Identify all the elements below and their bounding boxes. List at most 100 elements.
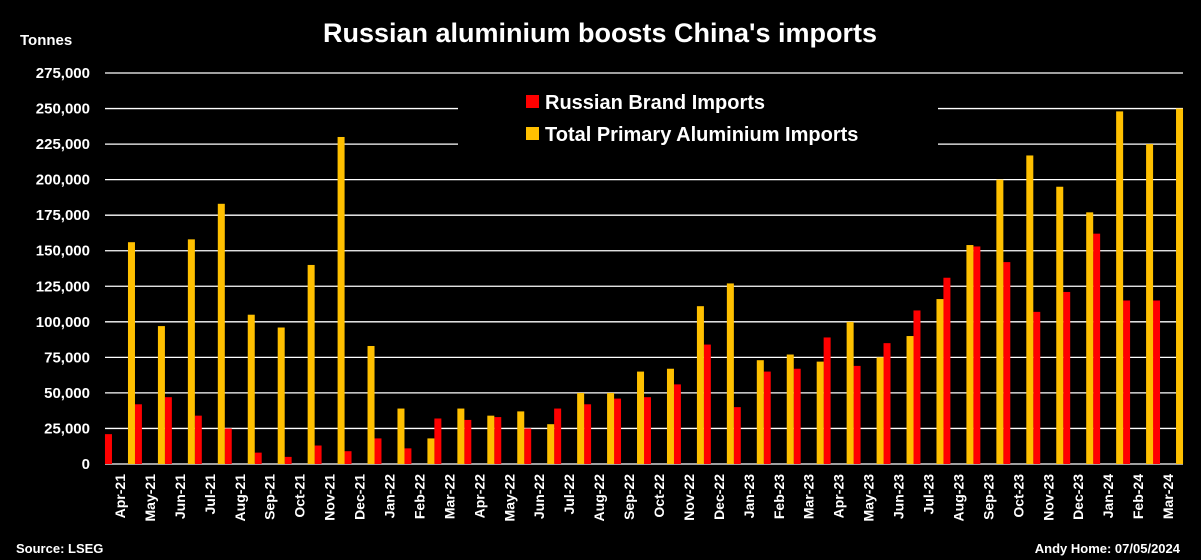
legend-label-total: Total Primary Aluminium Imports (545, 124, 858, 146)
x-tick-label: Aug-21 (232, 474, 248, 522)
x-tick-label: Sep-21 (262, 474, 278, 520)
x-tick-label: Dec-22 (711, 474, 727, 520)
bar-russian-brand (524, 428, 532, 464)
x-tick-label: Mar-22 (441, 474, 457, 519)
x-tick-label: Mar-23 (801, 474, 817, 519)
bar-russian-brand (973, 246, 981, 464)
bar-russian-brand (374, 438, 382, 464)
bar-russian-brand (913, 310, 921, 464)
bar-total-primary (127, 242, 135, 464)
x-tick-label: Sep-22 (621, 474, 637, 520)
bar-russian-brand (733, 407, 741, 464)
bar-total-primary (846, 321, 854, 464)
bar-russian-brand (494, 417, 502, 464)
x-tick-label: Jun-21 (172, 474, 188, 519)
y-tick-label: 200,000 (36, 172, 90, 189)
bar-russian-brand (164, 397, 172, 464)
x-tick-label: Dec-23 (1070, 474, 1086, 520)
bar-russian-brand (614, 398, 622, 464)
bar-total-primary (577, 392, 585, 464)
bar-russian-brand (434, 418, 442, 464)
bar-total-primary (187, 239, 195, 464)
bar-total-primary (427, 438, 435, 464)
legend-label-russian: Russian Brand Imports (545, 92, 765, 114)
bar-russian-brand (314, 445, 322, 464)
x-tick-label: Apr-23 (831, 474, 847, 519)
x-tick-label: Jan-24 (1100, 474, 1116, 519)
x-tick-label: Feb-22 (411, 474, 427, 519)
bar-total-primary (397, 408, 405, 464)
bar-total-primary (1116, 111, 1124, 464)
bar-russian-brand (284, 456, 292, 464)
bar-russian-brand (224, 428, 232, 464)
bar-total-primary (996, 179, 1004, 465)
x-tick-label: Jul-21 (202, 474, 218, 515)
x-tick-label: May-22 (501, 474, 517, 522)
bar-total-primary (337, 136, 345, 464)
bar-total-primary (1086, 212, 1094, 464)
x-tick-label: May-23 (861, 474, 877, 522)
x-tick-label: Nov-21 (322, 474, 338, 521)
bar-total-primary (696, 306, 704, 464)
bar-russian-brand (1063, 291, 1071, 464)
bar-russian-brand (344, 451, 352, 464)
x-tick-label: Sep-23 (980, 474, 996, 520)
bar-russian-brand (404, 448, 412, 464)
source-note: Source: LSEG (16, 541, 103, 556)
x-tick-label: Dec-21 (352, 474, 368, 520)
bar-total-primary (247, 314, 255, 464)
x-tick-label: Feb-23 (771, 474, 787, 519)
x-tick-label: Jan-22 (381, 474, 397, 519)
bar-total-primary (487, 415, 495, 464)
bar-russian-brand (134, 404, 142, 464)
bar-russian-brand (1003, 262, 1011, 464)
bar-total-primary (966, 245, 974, 464)
legend-swatch-total (526, 127, 539, 140)
bar-russian-brand (823, 337, 831, 464)
x-tick-label: Apr-21 (112, 474, 128, 519)
x-tick-label: Jul-23 (920, 474, 936, 515)
bar-russian-brand (464, 419, 472, 464)
bar-total-primary (876, 357, 884, 464)
bar-russian-brand (703, 344, 711, 464)
x-tick-label: Apr-22 (471, 474, 487, 519)
x-tick-label: Nov-23 (1040, 474, 1056, 521)
bar-total-primary (277, 327, 285, 464)
bar-total-primary (457, 408, 465, 464)
bar-total-primary (157, 326, 165, 464)
legend: Russian Brand Imports Total Primary Alum… (526, 92, 858, 146)
bar-russian-brand (943, 277, 951, 464)
bar-total-primary (726, 283, 734, 464)
bar-total-primary (547, 424, 555, 464)
x-axis-ticks: Apr-21 May-21 Jun-21 Jul-21 Aug-21 Sep-21 Oct-… (112, 474, 1176, 522)
y-tick-label: 75,000 (44, 349, 90, 366)
x-tick-label: Jun-22 (531, 474, 547, 519)
y-tick-label: 125,000 (36, 278, 90, 295)
bar-russian-brand (673, 384, 681, 464)
bar-russian-brand (554, 408, 562, 464)
bar-russian-brand (763, 371, 771, 464)
x-tick-label: Nov-22 (681, 474, 697, 521)
x-tick-label: Oct-23 (1010, 474, 1026, 518)
bar-total-primary (816, 361, 824, 464)
y-tick-label: 250,000 (36, 101, 90, 118)
bar-russian-brand (853, 365, 861, 464)
x-tick-label: Oct-21 (292, 474, 308, 518)
bar-total-primary (607, 392, 615, 464)
bar-russian-brand (1153, 300, 1161, 464)
x-tick-label: Mar-24 (1160, 474, 1176, 519)
x-tick-label: May-21 (142, 474, 158, 522)
bar-total-primary (756, 360, 764, 464)
bar-total-primary (906, 336, 914, 464)
bar-total-primary (936, 299, 944, 464)
y-tick-label: 50,000 (44, 385, 90, 402)
y-tick-label: 100,000 (36, 314, 90, 331)
chart-title: Russian aluminium boosts China's imports (323, 18, 877, 48)
bar-total-primary (786, 354, 794, 464)
bar-total-primary (637, 371, 645, 464)
bar-russian-brand (104, 434, 112, 464)
legend-swatch-russian (526, 95, 539, 108)
x-tick-label: Aug-23 (950, 474, 966, 522)
bar-total-primary (1056, 186, 1064, 464)
x-tick-label: Oct-22 (651, 474, 667, 518)
